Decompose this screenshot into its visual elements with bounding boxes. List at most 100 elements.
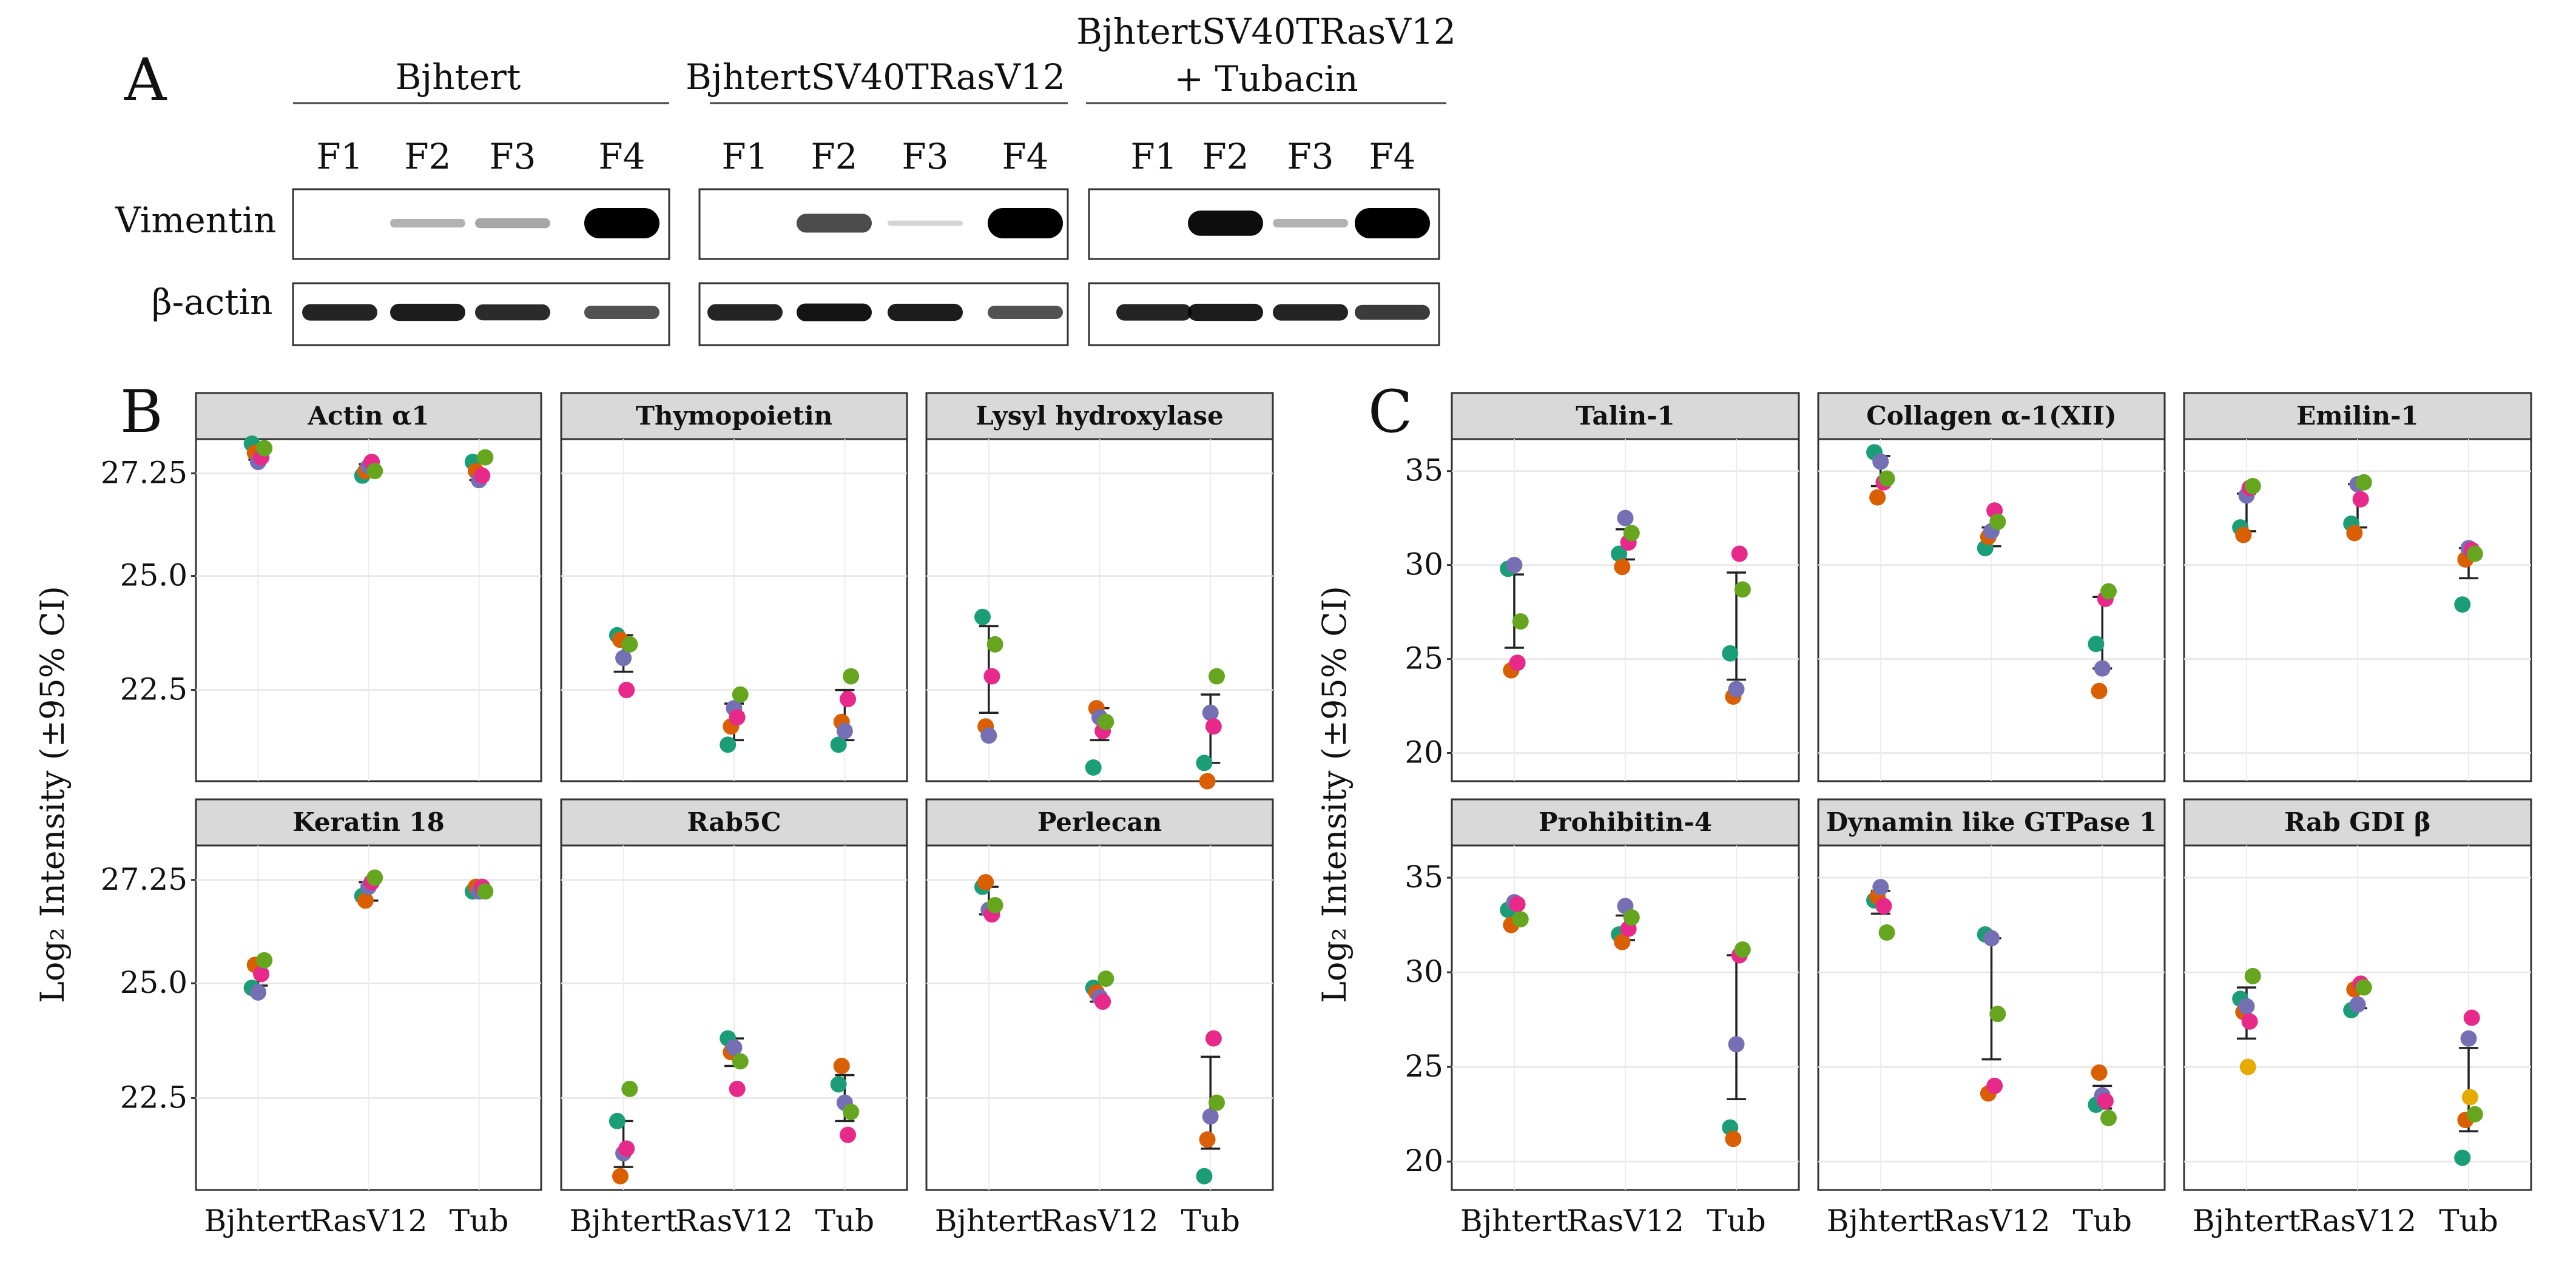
x-tick-label: Bjhtert	[1827, 1203, 1935, 1238]
data-point	[2349, 996, 2366, 1013]
data-point	[732, 686, 749, 703]
data-point	[2461, 1089, 2478, 1106]
data-point	[2238, 998, 2255, 1015]
facet-title: Talin-1	[1576, 401, 1675, 431]
vimentin-band	[1273, 218, 1348, 228]
panel-a-letter: A	[124, 46, 167, 114]
lane-labels: F1 F2 F3 F4 F1 F2 F3 F4 F1 F2 F3 F4	[316, 136, 1415, 177]
data-point	[1872, 453, 1889, 470]
facet-strip	[2183, 798, 2532, 847]
facet-strip	[560, 392, 908, 440]
data-point	[986, 636, 1003, 653]
panel-c-letter: C	[1368, 378, 1412, 446]
x-tick-label: Bjhtert	[2193, 1203, 2301, 1238]
facet-title: Dynamin like GTPase 1	[1826, 807, 2157, 837]
data-point	[1878, 924, 1895, 941]
group-label-rasv12: BjhtertSV40TRasV12	[686, 56, 1065, 98]
data-point	[2235, 526, 2252, 543]
actin-band	[584, 306, 659, 319]
protein-label-vimentin: Vimentin	[115, 200, 276, 241]
lane-label-f3: F3	[902, 136, 948, 177]
actin-band	[390, 303, 465, 321]
data-point	[253, 966, 270, 983]
facet-title: Emilin-1	[2296, 401, 2419, 431]
y-tick-label: 25	[1404, 641, 1443, 676]
y-tick-label: 20	[1404, 735, 1443, 770]
data-point	[1728, 681, 1745, 697]
facet-title: Perlecan	[1037, 807, 1162, 837]
actin-band	[302, 304, 377, 321]
data-point	[1094, 993, 1111, 1010]
facet-emilin-1: Emilin-1	[2183, 392, 2532, 782]
data-point	[618, 1140, 635, 1157]
data-point	[983, 668, 1000, 685]
x-tick-label: Tub	[1707, 1203, 1766, 1238]
data-point	[1623, 909, 1640, 926]
data-point	[2244, 967, 2261, 984]
data-point	[2346, 525, 2363, 542]
x-tick-label: Bjhtert	[204, 1203, 312, 1238]
data-point	[618, 682, 635, 699]
x-tick-label: Bjhtert	[1460, 1203, 1568, 1238]
x-tick-label: RasV12	[1041, 1203, 1159, 1238]
facet-title: Thymopoietin	[636, 401, 833, 431]
data-point	[977, 874, 994, 891]
x-tick-label: RasV12	[675, 1203, 793, 1238]
data-point	[2091, 1064, 2108, 1081]
data-point	[1722, 645, 1739, 662]
data-point	[1512, 911, 1529, 928]
facet-title: Collagen α-1(XII)	[1866, 401, 2116, 431]
y-tick-label: 30	[1404, 954, 1443, 989]
data-point	[2239, 1058, 2256, 1075]
lane-label-f2: F2	[404, 136, 451, 177]
data-point	[1196, 1168, 1213, 1185]
facet-title: Rab GDI β	[2284, 807, 2431, 837]
data-point	[621, 1080, 638, 1097]
facet-title: Prohibitin-4	[1539, 807, 1712, 837]
data-point	[1989, 513, 2006, 530]
blot-strips	[292, 188, 1440, 346]
data-point	[1506, 557, 1523, 574]
y-tick-label: 30	[1404, 547, 1443, 582]
x-tick-label: Tub	[1181, 1203, 1240, 1238]
facet-strip	[195, 392, 542, 440]
data-point	[2100, 583, 2117, 600]
data-point	[1512, 613, 1529, 630]
y-tick-label: 20	[1404, 1143, 1443, 1178]
x-tick-label: RasV12	[2299, 1203, 2416, 1238]
data-point	[2100, 1109, 2117, 1126]
data-point	[830, 736, 847, 753]
data-point	[1731, 545, 1748, 562]
data-point	[840, 691, 857, 708]
data-point	[2094, 660, 2111, 677]
x-tick-label: Tub	[2072, 1203, 2132, 1238]
data-point	[833, 1058, 850, 1075]
vimentin-band	[888, 220, 963, 226]
vimentin-band	[1355, 208, 1430, 238]
data-point	[1208, 1094, 1225, 1111]
data-point	[729, 1080, 746, 1097]
actin-band	[1273, 304, 1348, 321]
y-tick-label: 35	[1404, 453, 1443, 488]
panel-b-ylabel: Log₂ Intensity (±95% CI)	[33, 586, 72, 1003]
facet-title: Rab5C	[687, 807, 781, 837]
y-tick-label: 22.5	[120, 672, 187, 707]
data-point	[732, 1053, 749, 1070]
protein-label-actin: β-actin	[152, 281, 272, 323]
actin-band	[1355, 304, 1430, 320]
data-point	[729, 709, 746, 726]
facet-title: Keratin 18	[292, 807, 445, 837]
data-point	[2454, 596, 2471, 613]
data-point	[2463, 1009, 2480, 1026]
data-point	[477, 449, 494, 466]
facet-strip	[2183, 392, 2532, 440]
data-point	[720, 736, 737, 753]
lane-label-f4: F4	[598, 136, 645, 177]
lane-label-f3: F3	[489, 136, 536, 177]
facet-strip	[1451, 392, 1800, 440]
data-point	[1728, 1036, 1745, 1053]
data-point	[1989, 1006, 2006, 1023]
